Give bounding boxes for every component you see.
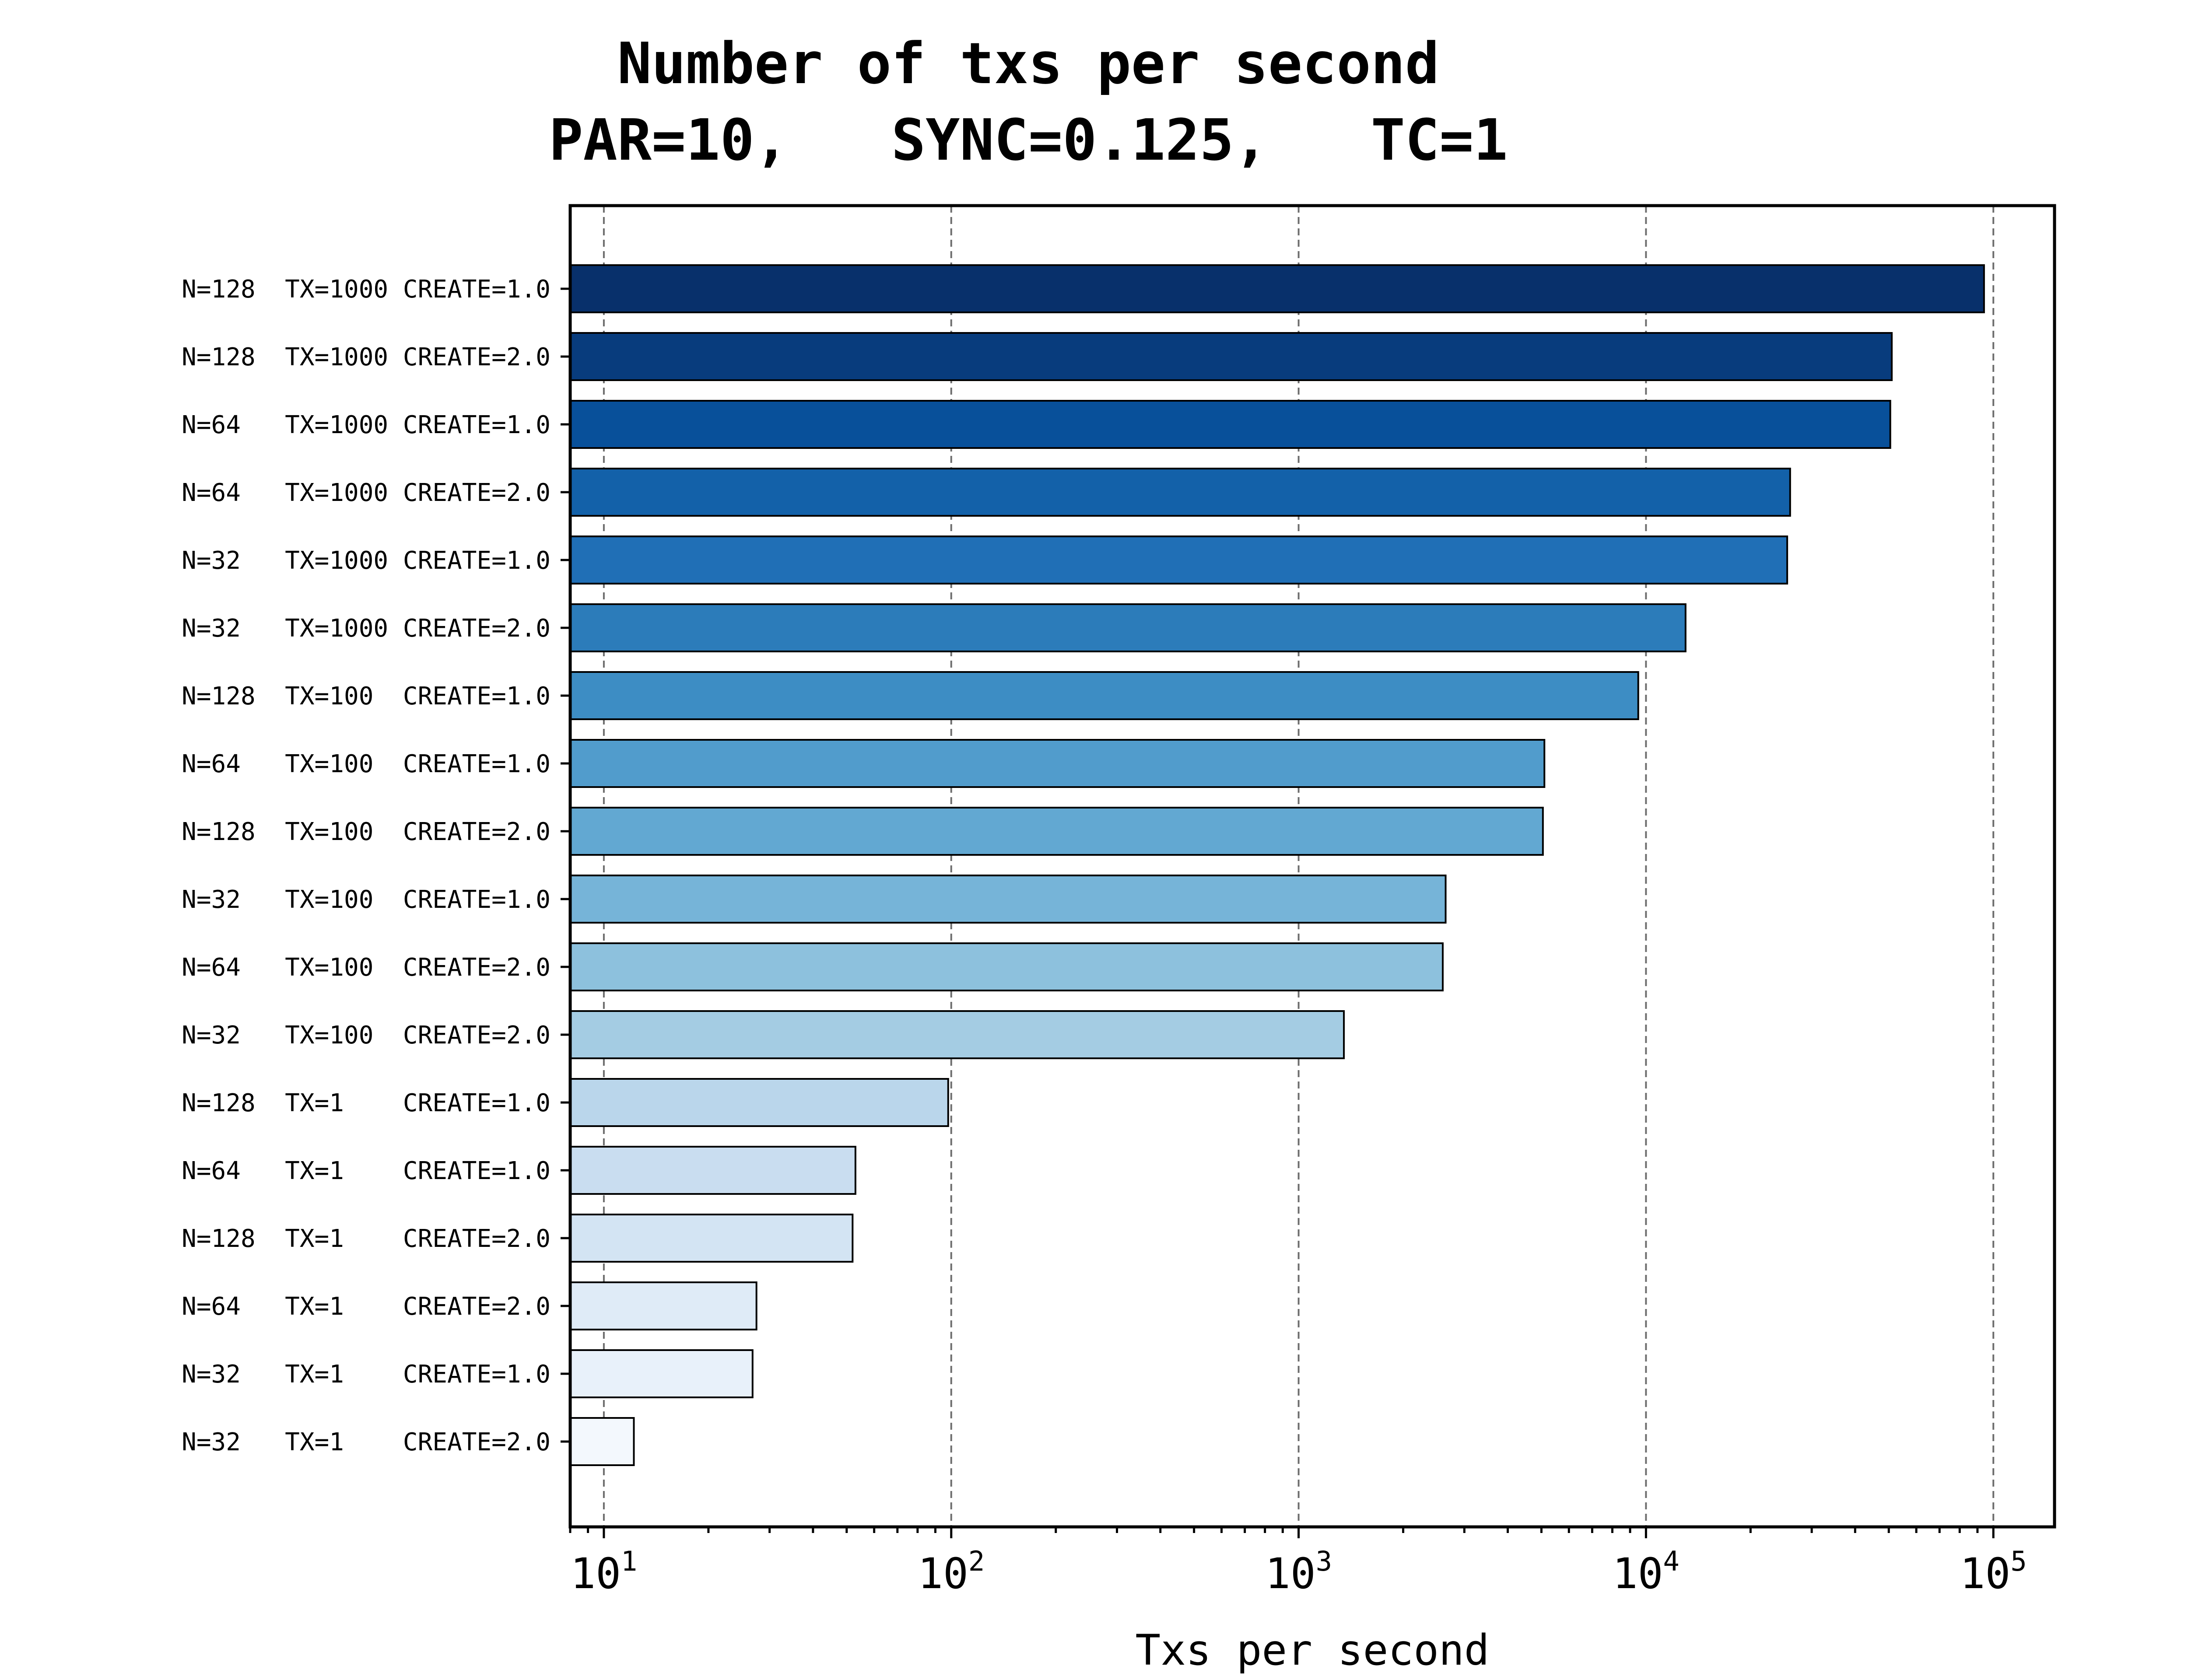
x-tick-label-2: 103: [1265, 1545, 1332, 1598]
x-axis-ticks: 101 102 103 104 105: [569, 1527, 2027, 1598]
y-tick-label-0: N=128 TX=1000 CREATE=1.0: [182, 275, 551, 304]
bar-12: [569, 1078, 949, 1127]
bar-14: [569, 1214, 854, 1263]
y-tick-label-5: N=32 TX=1000 CREATE=2.0: [182, 614, 551, 643]
x-tick-label-3: 104: [1613, 1545, 1680, 1598]
y-tick-label-3: N=64 TX=1000 CREATE=2.0: [182, 479, 551, 507]
y-tick-label-1: N=128 TX=1000 CREATE=2.0: [182, 343, 551, 371]
bar-15: [569, 1281, 757, 1330]
bar-5: [569, 603, 1687, 652]
y-tick-label-12: N=128 TX=1 CREATE=1.0: [182, 1089, 551, 1117]
bar-13: [569, 1146, 856, 1195]
y-tick-label-9: N=32 TX=100 CREATE=1.0: [182, 886, 551, 914]
y-tick-label-17: N=32 TX=1 CREATE=2.0: [182, 1428, 551, 1456]
x-tick-label-0: 101: [570, 1545, 637, 1598]
y-tick-label-16: N=32 TX=1 CREATE=1.0: [182, 1360, 551, 1389]
y-tick-label-10: N=64 TX=100 CREATE=2.0: [182, 953, 551, 982]
bar-0: [569, 264, 1985, 313]
y-tick-label-13: N=64 TX=1 CREATE=1.0: [182, 1157, 551, 1185]
bar-7: [569, 739, 1546, 788]
chart-title: Number of txs per second: [617, 30, 1439, 97]
bar-10: [569, 942, 1444, 991]
bar-8: [569, 807, 1544, 856]
bar-11: [569, 1010, 1345, 1059]
bar-1: [569, 332, 1893, 381]
bar-6: [569, 671, 1639, 720]
bars: [569, 264, 1985, 1466]
bar-16: [569, 1349, 754, 1398]
plot-frame: [568, 204, 2056, 1529]
bar-9: [569, 875, 1447, 924]
x-tick-label-4: 105: [1960, 1545, 2027, 1598]
y-tick-label-11: N=32 TX=100 CREATE=2.0: [182, 1021, 551, 1050]
bar-17: [569, 1417, 635, 1466]
x-tick-label-1: 102: [918, 1545, 985, 1598]
y-axis-ticks: N=128 TX=1000 CREATE=1.0 N=128 TX=1000 CR…: [182, 275, 570, 1456]
y-tick-label-7: N=64 TX=100 CREATE=1.0: [182, 750, 551, 778]
y-tick-label-6: N=128 TX=100 CREATE=1.0: [182, 682, 551, 710]
y-tick-label-4: N=32 TX=1000 CREATE=1.0: [182, 546, 551, 575]
bar-4: [569, 536, 1788, 584]
y-tick-label-8: N=128 TX=100 CREATE=2.0: [182, 818, 551, 846]
y-tick-label-15: N=64 TX=1 CREATE=2.0: [182, 1292, 551, 1321]
x-axis-label: Txs per second: [1135, 1626, 1489, 1675]
y-tick-label-14: N=128 TX=1 CREATE=2.0: [182, 1225, 551, 1253]
bar-2: [569, 400, 1891, 449]
y-tick-label-2: N=64 TX=1000 CREATE=1.0: [182, 411, 551, 439]
bar-3: [569, 468, 1791, 517]
chart-subtitle: PAR=10, SYNC=0.125, TC=1: [549, 107, 1508, 173]
